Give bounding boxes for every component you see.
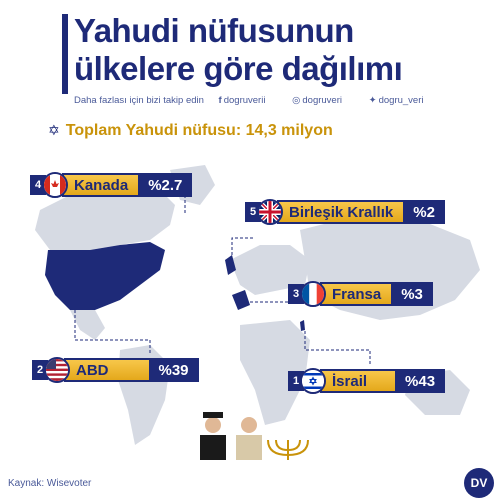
total-population: ✡ Toplam Yahudi nüfusu: 14,3 milyon: [48, 122, 333, 140]
israel-flag-icon: [300, 368, 326, 394]
country-label-usa: 2 ABD %39: [32, 357, 199, 383]
country-label-france: 3 Fransa %3: [288, 281, 433, 307]
usa-flag-icon: [44, 357, 70, 383]
country-percent: %39: [148, 358, 199, 382]
facebook-icon: f: [218, 95, 222, 106]
instagram-icon: ◎: [292, 95, 301, 106]
country-name: İsrail: [320, 369, 396, 393]
country-name: Kanada: [62, 173, 139, 197]
star-of-david-icon: ✡: [48, 122, 60, 138]
dogruveri-logo: DV: [464, 468, 494, 498]
people-illustration: [200, 412, 262, 460]
menorah-illustration: [267, 439, 309, 460]
country-label-canada: 4 Kanada %2.7: [30, 172, 193, 198]
follow-text: Daha fazlası için bizi takip edin: [74, 95, 204, 106]
europe-region: [230, 245, 310, 295]
social-follow-bar: Daha fazlası için bizi takip edin f dogru…: [74, 95, 447, 106]
africa-region: [240, 320, 310, 425]
title-line-1: Yahudi nüfusunun: [74, 12, 354, 49]
page-title: Yahudi nüfusunun ülkelere göre dağılımı: [74, 12, 403, 88]
country-name: ABD: [64, 358, 149, 382]
israel-region: [300, 320, 305, 331]
title-accent-bar: [62, 14, 68, 94]
canada-flag-icon: [42, 172, 68, 198]
mexico-region: [70, 310, 105, 340]
country-percent: %43: [395, 369, 446, 393]
facebook-link[interactable]: f dogruverii: [218, 95, 266, 106]
source-text: Kaynak: Wisevoter: [8, 478, 92, 489]
uk-connector: [231, 237, 255, 255]
country-label-uk: 5 Birleşik Krallık %2: [245, 199, 445, 225]
source-note: Kaynak: Wisevoter: [8, 478, 91, 489]
country-percent: %2.7: [138, 173, 193, 197]
country-label-israel: 1 İsrail %43: [288, 368, 446, 394]
country-percent: %2: [403, 200, 445, 224]
total-text: Toplam Yahudi nüfusu: 14,3 milyon: [65, 122, 333, 139]
canada-region: [35, 185, 175, 260]
uk-region: [225, 255, 236, 275]
instagram-link[interactable]: ◎ dogruveri: [292, 95, 342, 106]
twitter-link[interactable]: ✦ dogru_veri: [368, 95, 424, 106]
france-flag-icon: [300, 281, 326, 307]
usa-connector: [74, 305, 151, 355]
israel-connector: [304, 331, 371, 365]
france-region: [232, 290, 250, 310]
uk-flag-icon: [257, 199, 283, 225]
title-line-2: ülkelere göre dağılımı: [74, 50, 403, 87]
country-name: Fransa: [320, 282, 392, 306]
country-percent: %3: [391, 282, 433, 306]
twitter-icon: ✦: [368, 95, 377, 106]
usa-region: [45, 242, 165, 310]
country-name: Birleşik Krallık: [277, 200, 404, 224]
